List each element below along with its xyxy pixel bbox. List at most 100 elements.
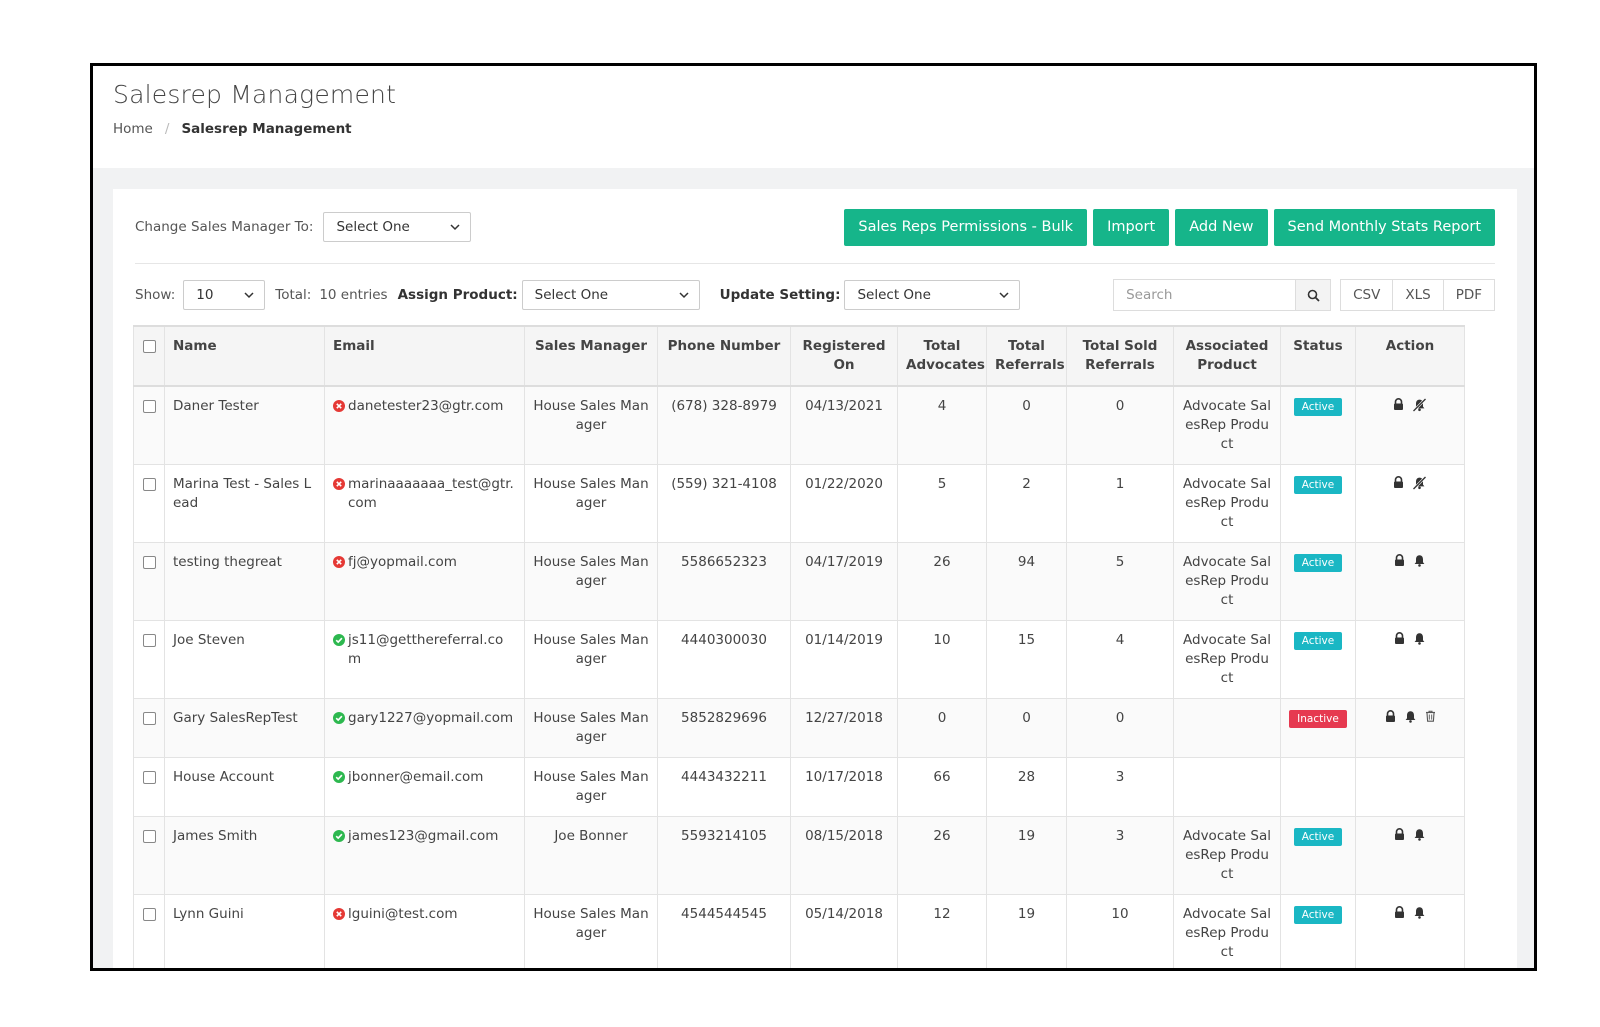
email-text: gary1227@yopmail.com: [348, 710, 514, 726]
filter-bar: Show: 10 Total: 10 entries Assign Produc…: [135, 278, 1495, 312]
notification-toggle-button[interactable]: [1413, 632, 1426, 645]
name-cell[interactable]: testing thegreat: [164, 542, 325, 621]
advocates-cell: 26: [897, 816, 987, 895]
manager-cell: House Sales Manager: [524, 698, 658, 758]
name-cell[interactable]: Marina Test - Sales Lead: [164, 464, 325, 543]
page-size-select[interactable]: 10: [183, 280, 266, 310]
registered-cell: 01/14/2019: [790, 620, 898, 699]
chevron-down-icon: [679, 292, 689, 299]
status-badge[interactable]: Active: [1293, 828, 1343, 846]
email-cell: gary1227@yopmail.com: [324, 698, 525, 758]
notification-toggle-button[interactable]: [1404, 710, 1417, 723]
email-text: fj@yopmail.com: [348, 554, 457, 570]
column-header-product[interactable]: Associated Product: [1173, 325, 1281, 387]
table-row: testing thegreat fj@yopmail.com House Sale…: [133, 542, 1465, 621]
notification-toggle-button[interactable]: [1413, 906, 1426, 919]
chevron-down-icon: [999, 292, 1009, 299]
phone-cell: (559) 321-4108: [657, 464, 791, 543]
status-cell: Active: [1280, 816, 1356, 895]
name-cell[interactable]: Joe Steven: [164, 620, 325, 699]
import-button[interactable]: Import: [1093, 208, 1170, 246]
search-icon: [1307, 289, 1320, 302]
name-cell[interactable]: House Account: [164, 757, 325, 817]
lock-button[interactable]: [1393, 476, 1404, 490]
unverified-icon: [333, 556, 345, 568]
breadcrumb-separator: /: [164, 121, 170, 137]
advocates-cell: 12: [897, 894, 987, 968]
notification-toggle-button[interactable]: [1412, 476, 1427, 490]
phone-cell: 4440300030: [657, 620, 791, 699]
column-header-referrals[interactable]: Total Referrals: [986, 325, 1067, 387]
status-badge[interactable]: Active: [1293, 476, 1343, 494]
status-badge[interactable]: Active: [1293, 398, 1343, 416]
name-cell[interactable]: Lynn Guini: [164, 894, 325, 968]
row-checkbox[interactable]: [142, 634, 156, 647]
lock-button[interactable]: [1393, 398, 1404, 412]
notification-toggle-button[interactable]: [1412, 398, 1427, 412]
change-manager-select[interactable]: Select One: [323, 212, 472, 242]
email-text: jbonner@email.com: [348, 769, 484, 785]
lock-icon: [1395, 554, 1404, 566]
lock-icon: [1385, 710, 1395, 722]
status-badge[interactable]: Active: [1293, 554, 1343, 572]
lock-button[interactable]: [1394, 828, 1405, 841]
name-cell[interactable]: Gary SalesRepTest: [164, 698, 325, 758]
lock-icon: [1395, 906, 1404, 918]
row-checkbox[interactable]: [142, 830, 156, 843]
name-cell[interactable]: James Smith: [164, 816, 325, 895]
add-new-button[interactable]: Add New: [1175, 208, 1268, 246]
column-header-sold[interactable]: Total Sold Referrals: [1066, 325, 1174, 387]
divider: [135, 263, 1495, 264]
phone-cell: 4443432211: [657, 757, 791, 817]
row-select-cell: [133, 757, 165, 817]
column-header-name[interactable]: Name: [164, 325, 325, 387]
breadcrumb-home[interactable]: Home: [113, 121, 153, 137]
sold-cell: 4: [1066, 620, 1174, 699]
export-csv-button[interactable]: CSV: [1340, 279, 1394, 311]
delete-button[interactable]: [1425, 710, 1436, 723]
manager-cell: Joe Bonner: [524, 816, 658, 895]
column-header-phone[interactable]: Phone Number: [657, 325, 791, 387]
lock-button[interactable]: [1394, 632, 1405, 645]
row-checkbox[interactable]: [142, 478, 156, 491]
manager-cell: House Sales Manager: [524, 542, 658, 621]
select-all-checkbox[interactable]: [142, 340, 156, 353]
unverified-icon: [333, 908, 345, 920]
status-badge[interactable]: Active: [1293, 906, 1343, 924]
column-header-advocates[interactable]: Total Advocates: [897, 325, 987, 387]
permissions-bulk-button[interactable]: Sales Reps Permissions - Bulk: [844, 208, 1088, 246]
row-checkbox[interactable]: [142, 400, 156, 413]
notification-toggle-button[interactable]: [1413, 554, 1426, 567]
name-cell[interactable]: Daner Tester: [164, 385, 325, 465]
row-actions: [1364, 476, 1456, 490]
row-actions: [1364, 398, 1456, 412]
lock-button[interactable]: [1394, 906, 1405, 919]
registered-cell: 04/13/2021: [790, 385, 898, 465]
registered-cell: 05/14/2018: [790, 894, 898, 968]
search-input[interactable]: [1113, 279, 1296, 311]
send-report-button[interactable]: Send Monthly Stats Report: [1273, 208, 1495, 246]
row-checkbox[interactable]: [142, 908, 156, 921]
status-badge[interactable]: Active: [1293, 632, 1343, 650]
lock-button[interactable]: [1394, 554, 1405, 567]
column-header-status[interactable]: Status: [1280, 325, 1356, 387]
column-header-registered[interactable]: Registered On: [790, 325, 898, 387]
export-xls-button[interactable]: XLS: [1392, 279, 1444, 311]
search-button[interactable]: [1295, 279, 1332, 311]
page-header: Salesrep Management Home / Salesrep Mana…: [93, 66, 1534, 168]
notification-toggle-button[interactable]: [1413, 828, 1426, 841]
assign-product-select[interactable]: Select One: [521, 280, 700, 310]
row-select-cell: [133, 542, 165, 621]
salesrep-table: Name Email Sales Manager Phone Number Re…: [133, 325, 1465, 968]
row-checkbox[interactable]: [142, 556, 156, 569]
row-checkbox[interactable]: [142, 712, 156, 725]
column-header-manager[interactable]: Sales Manager: [524, 325, 658, 387]
export-pdf-button[interactable]: PDF: [1442, 279, 1495, 311]
column-header-email[interactable]: Email: [324, 325, 525, 387]
action-buttons: Sales Reps Permissions - Bulk Import Add…: [844, 208, 1495, 246]
table-row: Daner Tester danetester23@gtr.com House Sa…: [133, 385, 1465, 465]
status-badge[interactable]: Inactive: [1289, 710, 1347, 728]
row-checkbox[interactable]: [142, 771, 156, 784]
update-setting-select[interactable]: Select One: [844, 280, 1021, 310]
lock-button[interactable]: [1385, 710, 1396, 723]
